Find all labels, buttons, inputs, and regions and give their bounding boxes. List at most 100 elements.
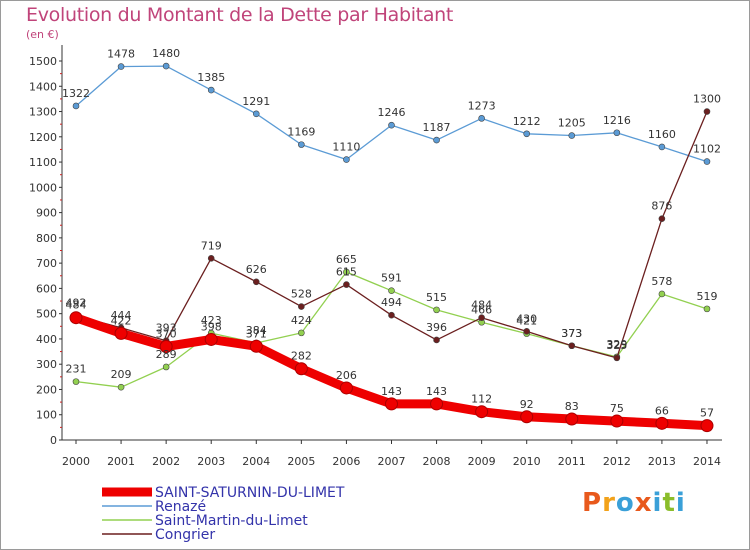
point-label: 466 [471, 303, 492, 316]
point-label: 665 [336, 253, 357, 266]
point-label: 528 [291, 288, 312, 301]
x-tick-label: 2013 [648, 455, 676, 468]
data-point-main [610, 414, 624, 428]
point-label: 1480 [152, 47, 180, 60]
point-label: 484 [66, 299, 87, 312]
legend-label: Congrier [155, 527, 215, 543]
point-label: 1291 [242, 95, 270, 108]
x-tick-label: 2010 [513, 455, 541, 468]
data-point [658, 290, 666, 298]
point-label: 1216 [603, 114, 631, 127]
data-point [388, 311, 395, 319]
y-tick-label: 700 [36, 257, 57, 270]
data-point-main [159, 340, 173, 354]
point-label: 371 [246, 327, 267, 340]
data-point [117, 383, 125, 391]
data-point [433, 136, 440, 144]
data-point [162, 62, 170, 70]
point-label: 1322 [62, 87, 90, 100]
point-label: 57 [700, 407, 714, 420]
x-tick-label: 2000 [62, 455, 90, 468]
axes: 0 100 200 300 400 500 600 700 800 900 1000 1100 1200… [29, 45, 722, 468]
data-point [343, 156, 350, 163]
data-point [388, 287, 395, 294]
data-point [343, 281, 350, 288]
legend-label: SAINT-SATURNIN-DU-LIMET [155, 485, 345, 501]
y-tick-label: 200 [36, 383, 57, 396]
data-point-main [204, 332, 218, 346]
data-point [72, 102, 80, 110]
data-point-main [114, 326, 128, 340]
data-point [613, 354, 621, 362]
y-tick-label: 100 [36, 409, 57, 422]
point-label: 1273 [468, 99, 496, 112]
point-label: 1110 [332, 141, 360, 154]
point-label: 492 [66, 297, 87, 310]
point-label: 398 [201, 320, 222, 333]
point-label: 1205 [558, 117, 586, 130]
point-label: 421 [516, 315, 537, 328]
point-label: 430 [516, 312, 537, 325]
data-point [478, 314, 485, 322]
y-tick-label: 300 [36, 358, 57, 371]
y-tick-label: 1300 [29, 106, 57, 119]
point-label: 282 [291, 350, 312, 363]
logo-letter: i [652, 488, 663, 518]
point-label: 1212 [513, 115, 541, 128]
point-label: 370 [156, 328, 177, 341]
point-label: 66 [655, 404, 669, 417]
data-point-main [655, 416, 669, 430]
point-label: 329 [606, 338, 627, 351]
point-label: 444 [111, 309, 132, 322]
data-point [162, 363, 170, 371]
data-point [298, 303, 305, 310]
logo-letter: x [634, 488, 653, 518]
data-point [703, 158, 711, 165]
data-point-main [475, 405, 489, 419]
data-point [703, 305, 711, 313]
unit-label: (en €) [26, 28, 59, 41]
data-point-main [69, 311, 83, 325]
y-tick-label: 1000 [29, 181, 57, 194]
logo-letter: o [615, 488, 635, 518]
point-label: 373 [561, 327, 582, 340]
data-point [207, 86, 215, 94]
point-label: 484 [471, 299, 492, 312]
point-label: 515 [426, 291, 447, 304]
x-tick-label: 2011 [558, 455, 586, 468]
point-label: 112 [471, 393, 492, 406]
data-point [568, 342, 576, 350]
data-point [658, 215, 666, 222]
y-tick-label: 800 [36, 232, 57, 245]
y-tick-label: 400 [36, 333, 57, 346]
point-label: 519 [696, 290, 717, 303]
point-label: 209 [111, 368, 132, 381]
x-tick-label: 2006 [332, 455, 360, 468]
data-point [117, 63, 125, 70]
legend: SAINT-SATURNIN-DU-LIMETRenazéSaint-Marti… [102, 485, 345, 543]
logo-letter: P [582, 488, 603, 518]
data-point [343, 268, 350, 276]
point-label: 83 [565, 400, 579, 413]
point-label: 384 [246, 324, 267, 337]
point-label: 325 [606, 339, 627, 352]
data-point [388, 121, 395, 129]
point-label: 396 [426, 321, 447, 334]
data-point-main [430, 397, 444, 411]
data-point [523, 130, 531, 138]
x-tick-label: 2009 [468, 455, 496, 468]
series-lines [69, 62, 714, 433]
point-label: 876 [651, 200, 672, 213]
point-label: 143 [381, 385, 402, 398]
data-point [207, 255, 215, 262]
point-label: 1160 [648, 128, 676, 141]
x-tick-label: 2008 [423, 455, 451, 468]
point-label: 289 [156, 348, 177, 361]
x-tick-label: 2004 [242, 455, 270, 468]
x-tick-label: 2014 [693, 455, 721, 468]
data-point-main [294, 362, 308, 376]
point-label: 1246 [377, 106, 405, 119]
chart-title: Evolution du Montant de la Dette par Hab… [26, 4, 454, 26]
